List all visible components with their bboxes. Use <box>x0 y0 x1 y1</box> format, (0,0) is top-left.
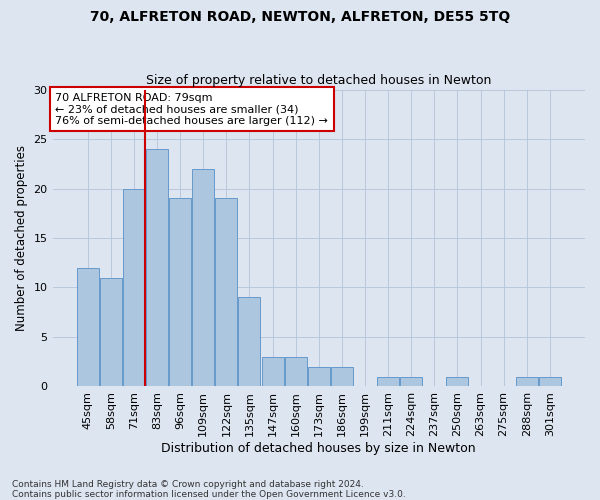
Text: Contains public sector information licensed under the Open Government Licence v3: Contains public sector information licen… <box>12 490 406 499</box>
Bar <box>539 376 561 386</box>
Bar <box>123 188 145 386</box>
Bar <box>331 366 353 386</box>
Y-axis label: Number of detached properties: Number of detached properties <box>15 145 28 331</box>
Text: 70 ALFRETON ROAD: 79sqm
← 23% of detached houses are smaller (34)
76% of semi-de: 70 ALFRETON ROAD: 79sqm ← 23% of detache… <box>55 92 328 126</box>
Title: Size of property relative to detached houses in Newton: Size of property relative to detached ho… <box>146 74 491 87</box>
Bar <box>146 149 168 386</box>
Bar <box>377 376 399 386</box>
Bar <box>192 168 214 386</box>
Bar <box>238 298 260 386</box>
Text: 70, ALFRETON ROAD, NEWTON, ALFRETON, DE55 5TQ: 70, ALFRETON ROAD, NEWTON, ALFRETON, DE5… <box>90 10 510 24</box>
Bar <box>100 278 122 386</box>
Bar <box>446 376 469 386</box>
Bar <box>516 376 538 386</box>
X-axis label: Distribution of detached houses by size in Newton: Distribution of detached houses by size … <box>161 442 476 455</box>
Bar <box>400 376 422 386</box>
Bar <box>284 357 307 386</box>
Bar <box>77 268 98 386</box>
Bar <box>215 198 238 386</box>
Bar <box>262 357 284 386</box>
Text: Contains HM Land Registry data © Crown copyright and database right 2024.: Contains HM Land Registry data © Crown c… <box>12 480 364 489</box>
Bar <box>308 366 330 386</box>
Bar <box>169 198 191 386</box>
